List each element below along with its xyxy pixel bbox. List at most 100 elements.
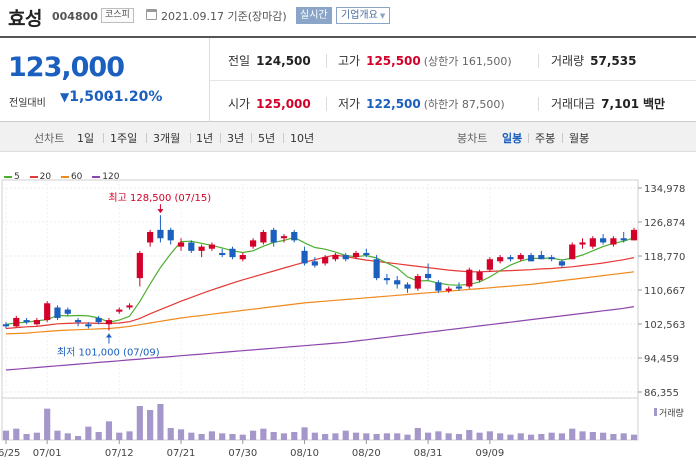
amount-label: 거래대금 (551, 97, 596, 111)
candle-body (219, 252, 226, 256)
candle-body (620, 238, 627, 241)
volume-bar (394, 433, 401, 440)
candle-body (435, 282, 442, 291)
volume-bar (363, 433, 370, 440)
x-tick-label: 07/21 (167, 448, 196, 459)
candle-body (116, 309, 123, 312)
volume-bar (301, 427, 308, 440)
change-value: ▼1,500 (60, 89, 114, 105)
candle-body (167, 229, 174, 241)
y-tick-label: 126,874 (644, 218, 685, 229)
volume-bar (219, 433, 226, 440)
tab-daily[interactable]: 일봉 (502, 132, 523, 145)
ma5-line (5, 236, 635, 325)
candle-body (239, 255, 246, 260)
tab-weekly[interactable]: 주봉 (535, 132, 556, 145)
volume-bar (322, 434, 329, 440)
chart-period-tabs: 선차트 1일 1주일 3개월 1년 3년 5년 10년 봉차트 일봉 주봉 월봉 (0, 122, 696, 152)
divider (103, 133, 104, 143)
market-badge: 코스피 (101, 8, 134, 23)
legend-swatch (29, 175, 38, 178)
x-tick-label: 07/30 (228, 448, 257, 459)
volume-bar (136, 406, 143, 440)
candle-body (270, 229, 277, 243)
candle-body (147, 231, 154, 243)
volume-bar (404, 434, 411, 440)
volume-bar (249, 430, 257, 440)
legend-swatch (60, 175, 69, 178)
volume-bar (13, 428, 20, 440)
y-tick-label: 102,563 (644, 320, 685, 331)
divider (220, 133, 221, 143)
volume-bar (517, 433, 524, 440)
chevron-down-icon: ▼ (379, 12, 386, 20)
max-annotation: 최고 128,500 (07/15) (108, 192, 211, 204)
row-divider (210, 80, 696, 81)
divider (326, 54, 327, 68)
volume-bar (538, 434, 545, 440)
volume-bar (177, 429, 185, 440)
volume-bar (435, 431, 442, 440)
realtime-button[interactable]: 실시간 (296, 7, 332, 24)
candle-body (404, 284, 411, 289)
change-percent: -1.20% (108, 89, 163, 105)
volume-bar (486, 431, 493, 440)
candle-body (558, 261, 566, 266)
tab-3m[interactable]: 3개월 (153, 132, 181, 145)
volume-bar (229, 434, 236, 440)
ma120-line (5, 306, 635, 371)
tab-3y[interactable]: 3년 (227, 132, 245, 145)
ma20-line (5, 254, 635, 330)
tab-1w[interactable]: 1주일 (110, 132, 138, 145)
candle-body (589, 238, 596, 247)
volume-value: 57,535 (590, 54, 637, 68)
candle-body (280, 236, 288, 239)
volume-bar (507, 434, 514, 440)
tab-monthly[interactable]: 월봉 (569, 132, 590, 145)
company-info-dropdown[interactable]: 기업개요 ▼ (336, 7, 391, 24)
open-value: 125,000 (256, 97, 311, 111)
volume-bar (610, 434, 617, 440)
legend-ma20: 20 (29, 172, 51, 182)
x-tick-label: 08/10 (290, 448, 319, 459)
divider (528, 133, 529, 143)
candle-body (363, 252, 370, 256)
candle-body (332, 255, 339, 260)
high-price: 고가 125,500 (상한가 161,500) (338, 52, 512, 69)
volume-bar (64, 433, 71, 440)
candle-body (311, 261, 318, 266)
tab-1d[interactable]: 1일 (77, 132, 95, 145)
candle-body (342, 255, 349, 260)
price-plot-frame (1, 179, 639, 399)
x-tick-label: 08/20 (352, 448, 381, 459)
tab-5y[interactable]: 5년 (258, 132, 276, 145)
candle-body (383, 278, 391, 281)
x-tick-label: 06/25 (0, 448, 20, 459)
candle-body (455, 286, 463, 289)
volume-bar (23, 434, 30, 440)
candle-body (177, 242, 185, 247)
volume-bar (105, 421, 113, 440)
calendar-icon (146, 9, 157, 20)
x-tick-label: 08/31 (414, 448, 443, 459)
tab-10y[interactable]: 10년 (290, 132, 315, 145)
prev-close-value: 124,500 (256, 54, 311, 68)
tab-1y[interactable]: 1년 (196, 132, 214, 145)
divider (283, 133, 284, 143)
candle-body (126, 305, 133, 308)
volume-bar (85, 426, 92, 440)
prev-close-label: 전일 (228, 54, 251, 68)
candle-body (54, 307, 61, 318)
change-amount: 1,500 (69, 89, 114, 105)
low-value: 122,500 (366, 97, 421, 111)
candle-body (229, 248, 236, 258)
legend-label: 5 (14, 172, 20, 182)
legend-swatch (4, 175, 12, 178)
upper-limit: (상한가 161,500) (423, 55, 512, 68)
candle-body (105, 320, 113, 325)
max-arrow-head (157, 209, 164, 214)
x-tick-label: 07/12 (105, 448, 134, 459)
candle-body (538, 255, 545, 260)
candle-body (74, 320, 82, 323)
